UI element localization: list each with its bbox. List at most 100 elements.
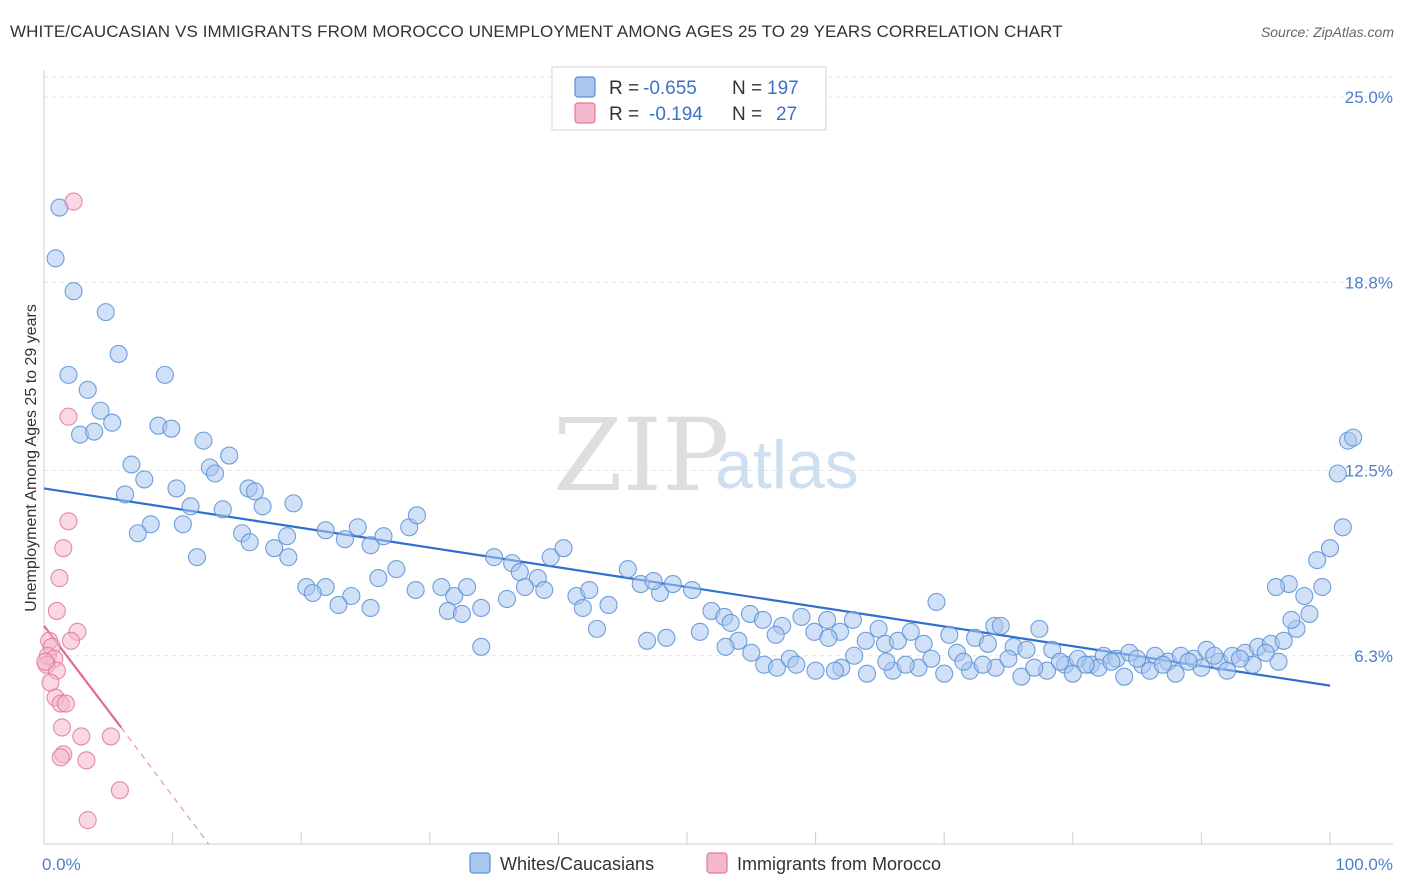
y-axis-label: Unemployment Among Ages 25 to 29 years [23, 304, 40, 612]
bottom-legend-morocco: Immigrants from Morocco [737, 854, 941, 874]
point-white [927, 592, 946, 612]
point-white [954, 652, 973, 671]
point-white [999, 649, 1018, 668]
point-white [554, 539, 573, 558]
point-white [64, 282, 83, 301]
point-white [91, 401, 110, 420]
point-white [361, 536, 380, 555]
point-white [181, 497, 200, 516]
point-white [458, 577, 477, 597]
legend-swatch-morocco [574, 102, 596, 124]
point-white [792, 607, 811, 626]
legend-swatch-whites [574, 76, 596, 98]
point-white [587, 619, 607, 638]
point-morocco [54, 539, 73, 558]
point-white [1063, 664, 1082, 683]
point-white [896, 655, 915, 674]
trend-line-extension [120, 727, 210, 845]
point-white [342, 586, 361, 606]
point-white [683, 580, 702, 600]
point-morocco [78, 811, 97, 830]
point-white [329, 595, 348, 615]
point-white [1017, 640, 1036, 659]
point-white [1256, 643, 1275, 662]
bottom-legend: Whites/Caucasians Immigrants from Morocc… [469, 852, 941, 874]
point-white [472, 598, 491, 617]
point-white [205, 464, 225, 483]
point-white [857, 664, 877, 683]
point-white [973, 655, 992, 674]
point-white [914, 634, 933, 653]
point-white [265, 539, 284, 558]
point-white [856, 631, 875, 650]
point-white [845, 646, 864, 665]
point-white [135, 470, 154, 489]
point-white [1128, 649, 1147, 668]
point-white [1153, 655, 1172, 674]
point-white [742, 643, 761, 662]
point-white [1295, 586, 1314, 606]
bottom-legend-swatch-whites [469, 852, 491, 874]
point-white [284, 494, 303, 513]
point-white [716, 637, 735, 656]
point-white [406, 580, 425, 600]
point-white [387, 560, 406, 579]
point-white [361, 598, 380, 617]
point-white [541, 548, 560, 567]
watermark-atlas: atlas [715, 427, 859, 503]
point-white [162, 419, 181, 438]
point-white [1166, 664, 1185, 683]
point-white [1205, 646, 1224, 665]
point-white [1328, 464, 1347, 483]
point-white [657, 628, 676, 647]
point-white [935, 664, 954, 683]
point-white [240, 533, 259, 552]
point-white [316, 521, 335, 540]
axes [43, 70, 1393, 845]
point-white [753, 610, 772, 629]
point-white [96, 303, 115, 322]
point-white [253, 497, 272, 516]
point-white [1344, 428, 1363, 447]
point-white [1308, 551, 1327, 570]
point-morocco [110, 781, 129, 800]
point-white [767, 658, 787, 677]
point-white [1300, 604, 1319, 623]
point-white [690, 622, 709, 641]
legend-n-value-2: 27 [776, 104, 797, 125]
point-white [888, 631, 907, 650]
point-white [348, 518, 367, 537]
point-morocco [72, 727, 91, 746]
point-white [141, 515, 160, 534]
point-white [766, 625, 785, 644]
point-white [922, 649, 941, 668]
point-white [279, 548, 298, 567]
point-white [278, 527, 297, 546]
point-morocco [56, 694, 75, 713]
point-white [335, 530, 354, 549]
point-white [940, 625, 959, 644]
x-tick-labels: 0.0% 100.0% [42, 855, 1393, 874]
point-white [155, 365, 174, 384]
point-white [59, 365, 78, 384]
point-white [128, 524, 147, 543]
point-white [1230, 649, 1250, 668]
point-white [1025, 658, 1044, 677]
point-white [115, 485, 135, 504]
chart-title: WHITE/CAUCASIAN VS IMMIGRANTS FROM MOROC… [10, 22, 1063, 41]
legend: R = -0.655 N = 197 R = -0.194 N = 27 [551, 66, 827, 131]
point-morocco [50, 569, 69, 588]
point-white [1050, 652, 1069, 671]
point-white [1012, 667, 1031, 686]
point-white [445, 586, 464, 606]
grid-lines [44, 76, 1393, 657]
point-white [573, 598, 592, 617]
bottom-legend-whites: Whites/Caucasians [500, 854, 654, 874]
point-white [1102, 652, 1121, 671]
point-white [485, 548, 504, 567]
point-white [787, 655, 806, 674]
point-white [374, 527, 393, 546]
point-morocco [47, 601, 66, 620]
point-white [535, 580, 554, 600]
